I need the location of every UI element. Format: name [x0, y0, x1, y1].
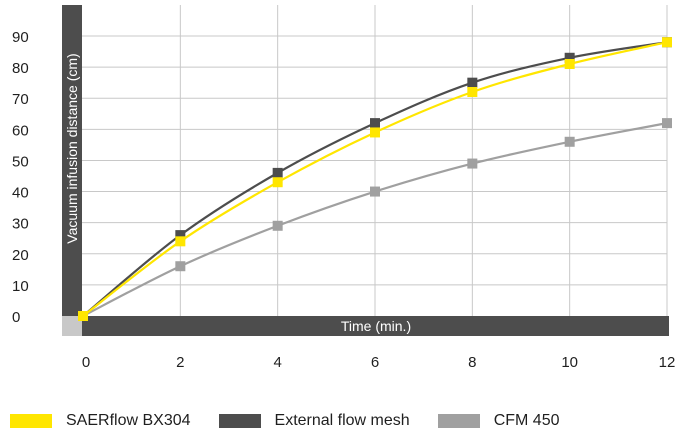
data-point [467, 77, 478, 88]
data-point [467, 87, 478, 97]
y-tick-label: 70 [12, 91, 29, 108]
data-point [272, 167, 283, 178]
x-tick-label: 8 [468, 354, 476, 371]
x-axis-band [82, 316, 669, 336]
y-tick-label: 60 [12, 122, 29, 139]
y-tick-label: 20 [12, 247, 29, 264]
y-axis-label: Vacuum infusion distance (cm) [64, 53, 80, 243]
data-point [662, 37, 672, 48]
y-tick-label: 30 [12, 216, 29, 233]
data-point [370, 186, 380, 197]
data-point [370, 127, 380, 138]
y-tick-label: 40 [12, 185, 29, 202]
data-point [564, 136, 575, 147]
legend-label: SAERflow BX304 [66, 412, 191, 429]
y-tick-label: 10 [12, 278, 29, 295]
data-point [78, 311, 88, 321]
axis-corner-block [62, 316, 82, 336]
legend-item: External flow mesh [218, 412, 410, 430]
x-tick-label: 0 [82, 354, 90, 371]
data-point [467, 158, 478, 169]
x-tick-label: 4 [273, 354, 281, 371]
legend-item: SAERflow BX304 [10, 412, 191, 430]
legend-swatch [437, 414, 480, 428]
legend-swatch [10, 414, 52, 428]
data-point [662, 118, 672, 129]
data-point [564, 52, 575, 63]
data-point [272, 220, 283, 231]
y-tick-label: 90 [12, 29, 29, 46]
chart-legend: SAERflow BX304 External flow mesh CFM 450 [10, 410, 587, 432]
y-axis-band [62, 5, 82, 316]
legend-swatch [218, 414, 261, 428]
data-point [175, 261, 186, 272]
x-axis-label: Time (min.) [341, 318, 411, 334]
legend-label: CFM 450 [493, 412, 560, 429]
y-tick-label: 0 [12, 309, 20, 326]
data-point [370, 118, 380, 129]
x-tick-label: 12 [659, 354, 676, 371]
data-point [175, 230, 186, 241]
data-point [564, 59, 575, 69]
legend-item: CFM 450 [437, 412, 560, 430]
y-tick-label: 80 [12, 60, 29, 77]
x-tick-label: 2 [176, 354, 184, 371]
legend-label: External flow mesh [274, 412, 410, 429]
data-point [272, 177, 283, 188]
x-tick-label: 10 [561, 354, 578, 371]
data-point [175, 236, 186, 247]
x-tick-label: 6 [371, 354, 379, 371]
y-tick-label: 50 [12, 153, 29, 170]
